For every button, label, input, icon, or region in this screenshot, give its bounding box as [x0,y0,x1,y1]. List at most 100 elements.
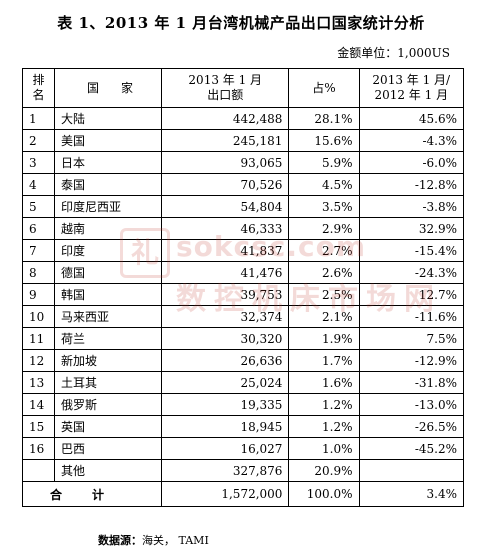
total-amount: 1,572,000 [161,481,290,507]
table-row: 12 新加坡 26,636 1.7% -12.9% [21,349,465,372]
cell-change [358,459,465,482]
cell-country: 美国 [54,129,163,152]
cell-amount: 41,837 [161,239,290,262]
cell-country: 荷兰 [54,327,163,350]
table-row: 11 荷兰 30,320 1.9% 7.5% [21,327,465,350]
cell-country: 印度 [54,239,163,262]
cell-share: 1.2% [288,393,360,416]
source-label: 数据源： [98,534,142,547]
cell-share: 2.1% [288,305,360,328]
cell-change: -45.2% [358,437,465,460]
table-row: 6 越南 46,333 2.9% 32.9% [21,217,465,240]
cell-share: 1.2% [288,415,360,438]
cell-country: 大陆 [54,107,163,130]
cell-amount: 327,876 [161,459,290,482]
cell-rank: 8 [21,261,56,284]
header-share: 占% [288,68,360,108]
cell-share: 1.9% [288,327,360,350]
cell-amount: 30,320 [161,327,290,350]
cell-rank: 3 [21,151,56,174]
table-row: 其他 327,876 20.9% [21,459,465,482]
cell-amount: 39,753 [161,283,290,306]
cell-rank [21,459,56,482]
cell-change: 45.6% [358,107,465,130]
cell-amount: 54,804 [161,195,290,218]
cell-amount: 442,488 [161,107,290,130]
table-row: 15 英国 18,945 1.2% -26.5% [21,415,465,438]
cell-change: 12.7% [358,283,465,306]
cell-country: 土耳其 [54,371,163,394]
table-row: 14 俄罗斯 19,335 1.2% -13.0% [21,393,465,416]
cell-share: 2.6% [288,261,360,284]
cell-rank: 9 [21,283,56,306]
cell-share: 4.5% [288,173,360,196]
cell-change: -13.0% [358,393,465,416]
table-total-row: 合计 1,572,000 100.0% 3.4% [21,481,465,507]
cell-share: 1.7% [288,349,360,372]
cell-share: 2.5% [288,283,360,306]
export-statistics-table: 排 名 国家 2013 年 1 月 出口额 占% 2013 年 1 月/ 201… [21,68,465,507]
cell-country: 韩国 [54,283,163,306]
cell-rank: 1 [21,107,56,130]
cell-change: -26.5% [358,415,465,438]
cell-rank: 10 [21,305,56,328]
cell-change: -4.3% [358,129,465,152]
cell-share: 20.9% [288,459,360,482]
cell-change: -3.8% [358,195,465,218]
total-share: 100.0% [288,481,360,507]
cell-change: -12.8% [358,173,465,196]
cell-rank: 7 [21,239,56,262]
table-row: 2 美国 245,181 15.6% -4.3% [21,129,465,152]
cell-rank: 14 [21,393,56,416]
table-header-row: 排 名 国家 2013 年 1 月 出口额 占% 2013 年 1 月/ 201… [21,68,465,108]
table-row: 7 印度 41,837 2.7% -15.4% [21,239,465,262]
cell-amount: 32,374 [161,305,290,328]
cell-amount: 25,024 [161,371,290,394]
cell-amount: 245,181 [161,129,290,152]
cell-country: 越南 [54,217,163,240]
cell-change: 7.5% [358,327,465,350]
data-source-note: 数据源：海关， TAMI [98,532,209,548]
source-value: 海关， TAMI [142,534,209,547]
cell-share: 28.1% [288,107,360,130]
cell-change: -11.6% [358,305,465,328]
cell-change: 32.9% [358,217,465,240]
cell-amount: 16,027 [161,437,290,460]
table-row: 4 泰国 70,526 4.5% -12.8% [21,173,465,196]
cell-country: 马来西亚 [54,305,163,328]
table-row: 13 土耳其 25,024 1.6% -31.8% [21,371,465,394]
cell-share: 2.9% [288,217,360,240]
cell-change: -12.9% [358,349,465,372]
cell-country: 其他 [54,459,163,482]
cell-rank: 15 [21,415,56,438]
total-change: 3.4% [358,481,465,507]
table-row: 3 日本 93,065 5.9% -6.0% [21,151,465,174]
cell-rank: 13 [21,371,56,394]
cell-amount: 26,636 [161,349,290,372]
cell-country: 新加坡 [54,349,163,372]
table-title: 表 1、2013 年 1 月台湾机械产品出口国家统计分析 [57,14,425,32]
cell-change: -15.4% [358,239,465,262]
cell-rank: 2 [21,129,56,152]
cell-change: -31.8% [358,371,465,394]
cell-share: 2.7% [288,239,360,262]
cell-country: 日本 [54,151,163,174]
cell-country: 巴西 [54,437,163,460]
table-row: 1 大陆 442,488 28.1% 45.6% [21,107,465,130]
cell-share: 5.9% [288,151,360,174]
table-body: 1 大陆 442,488 28.1% 45.6% 2 美国 245,181 15.6% -4.3%… [21,107,465,482]
cell-share: 1.0% [288,437,360,460]
cell-rank: 16 [21,437,56,460]
cell-rank: 12 [21,349,56,372]
cell-share: 15.6% [288,129,360,152]
header-rank: 排 名 [21,68,56,108]
cell-share: 1.6% [288,371,360,394]
table-row: 5 印度尼西亚 54,804 3.5% -3.8% [21,195,465,218]
cell-rank: 5 [21,195,56,218]
cell-amount: 93,065 [161,151,290,174]
cell-amount: 70,526 [161,173,290,196]
header-change: 2013 年 1 月/ 2012 年 1 月 [358,68,465,108]
cell-amount: 41,476 [161,261,290,284]
cell-change: -24.3% [358,261,465,284]
table-row: 8 德国 41,476 2.6% -24.3% [21,261,465,284]
